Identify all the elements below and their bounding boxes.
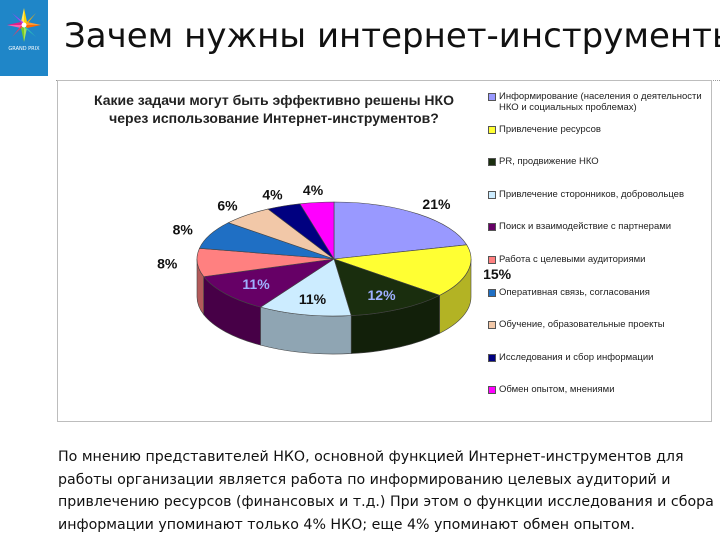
legend-swatch-7	[488, 321, 496, 330]
legend-swatch-0	[488, 93, 496, 101]
pie-slice-4	[203, 258, 335, 308]
data-label-1: 15%	[483, 266, 512, 282]
legend-label-0: Информирование (населения о деятельности…	[499, 91, 702, 113]
legend-label-2: PR, продвижение НКО	[499, 156, 599, 168]
legend-swatch-1	[488, 125, 496, 134]
data-label-3: 11%	[299, 291, 327, 307]
legend-label-6: Оперативная связь, согласования	[499, 286, 650, 298]
data-label-4: 11%	[242, 276, 270, 292]
legend-swatch-6	[488, 288, 496, 297]
legend-label-9: Обмен опытом, мнениями	[499, 384, 615, 396]
pie-slice-9	[299, 201, 335, 261]
chart-panel: 21% 15% 12% 11% 11% 8% 8% 6% 4% 4% Какие задачи м…	[57, 80, 712, 422]
legend-swatch-3	[488, 190, 496, 199]
page-title: Зачем нужны интернет-инструменты	[64, 16, 720, 56]
legend-label-5: Работа с целевыми аудиториями	[499, 254, 646, 265]
pie-slice-3	[259, 258, 352, 317]
data-label-2: 12%	[368, 287, 397, 303]
star-logo-icon	[7, 8, 41, 42]
legend-label-8: Исследования и сбор информации	[499, 351, 654, 363]
pie-slice-0	[333, 201, 468, 260]
data-label-6: 8%	[173, 221, 194, 237]
pie-chart: 21% 15% 12% 11% 11% 8% 8% 6% 4% 4%	[157, 182, 512, 355]
legend-swatch-2	[488, 158, 496, 167]
legend-swatch-9	[488, 386, 496, 395]
data-label-9: 4%	[303, 182, 324, 198]
legend-label-7: Обучение, образовательные проекты	[499, 319, 665, 331]
chart-title: Какие задачи могут быть эффективно решен…	[94, 92, 454, 126]
legend-label-1: Привлечение ресурсов	[499, 123, 601, 135]
data-label-8: 4%	[262, 186, 283, 202]
pie-slice-1	[333, 244, 472, 296]
pie-slice-2	[333, 258, 441, 316]
data-label-5: 8%	[157, 255, 178, 271]
legend-label-3: Привлечение сторонников, добровольцев	[499, 188, 684, 200]
slide-caption: По мнению представителей НКО, основной ф…	[58, 449, 714, 533]
logo-text: GRAND PRIX	[8, 46, 40, 52]
legend-label-4: Поиск и взаимодействие с партнерами	[499, 221, 672, 233]
data-label-0: 21%	[422, 196, 451, 212]
data-label-7: 6%	[217, 197, 238, 213]
legend-swatch-5	[488, 256, 496, 264]
legend-swatch-4	[488, 223, 496, 232]
grand-prix-logo: GRAND PRIX	[0, 0, 48, 76]
legend-swatch-8	[488, 353, 496, 362]
